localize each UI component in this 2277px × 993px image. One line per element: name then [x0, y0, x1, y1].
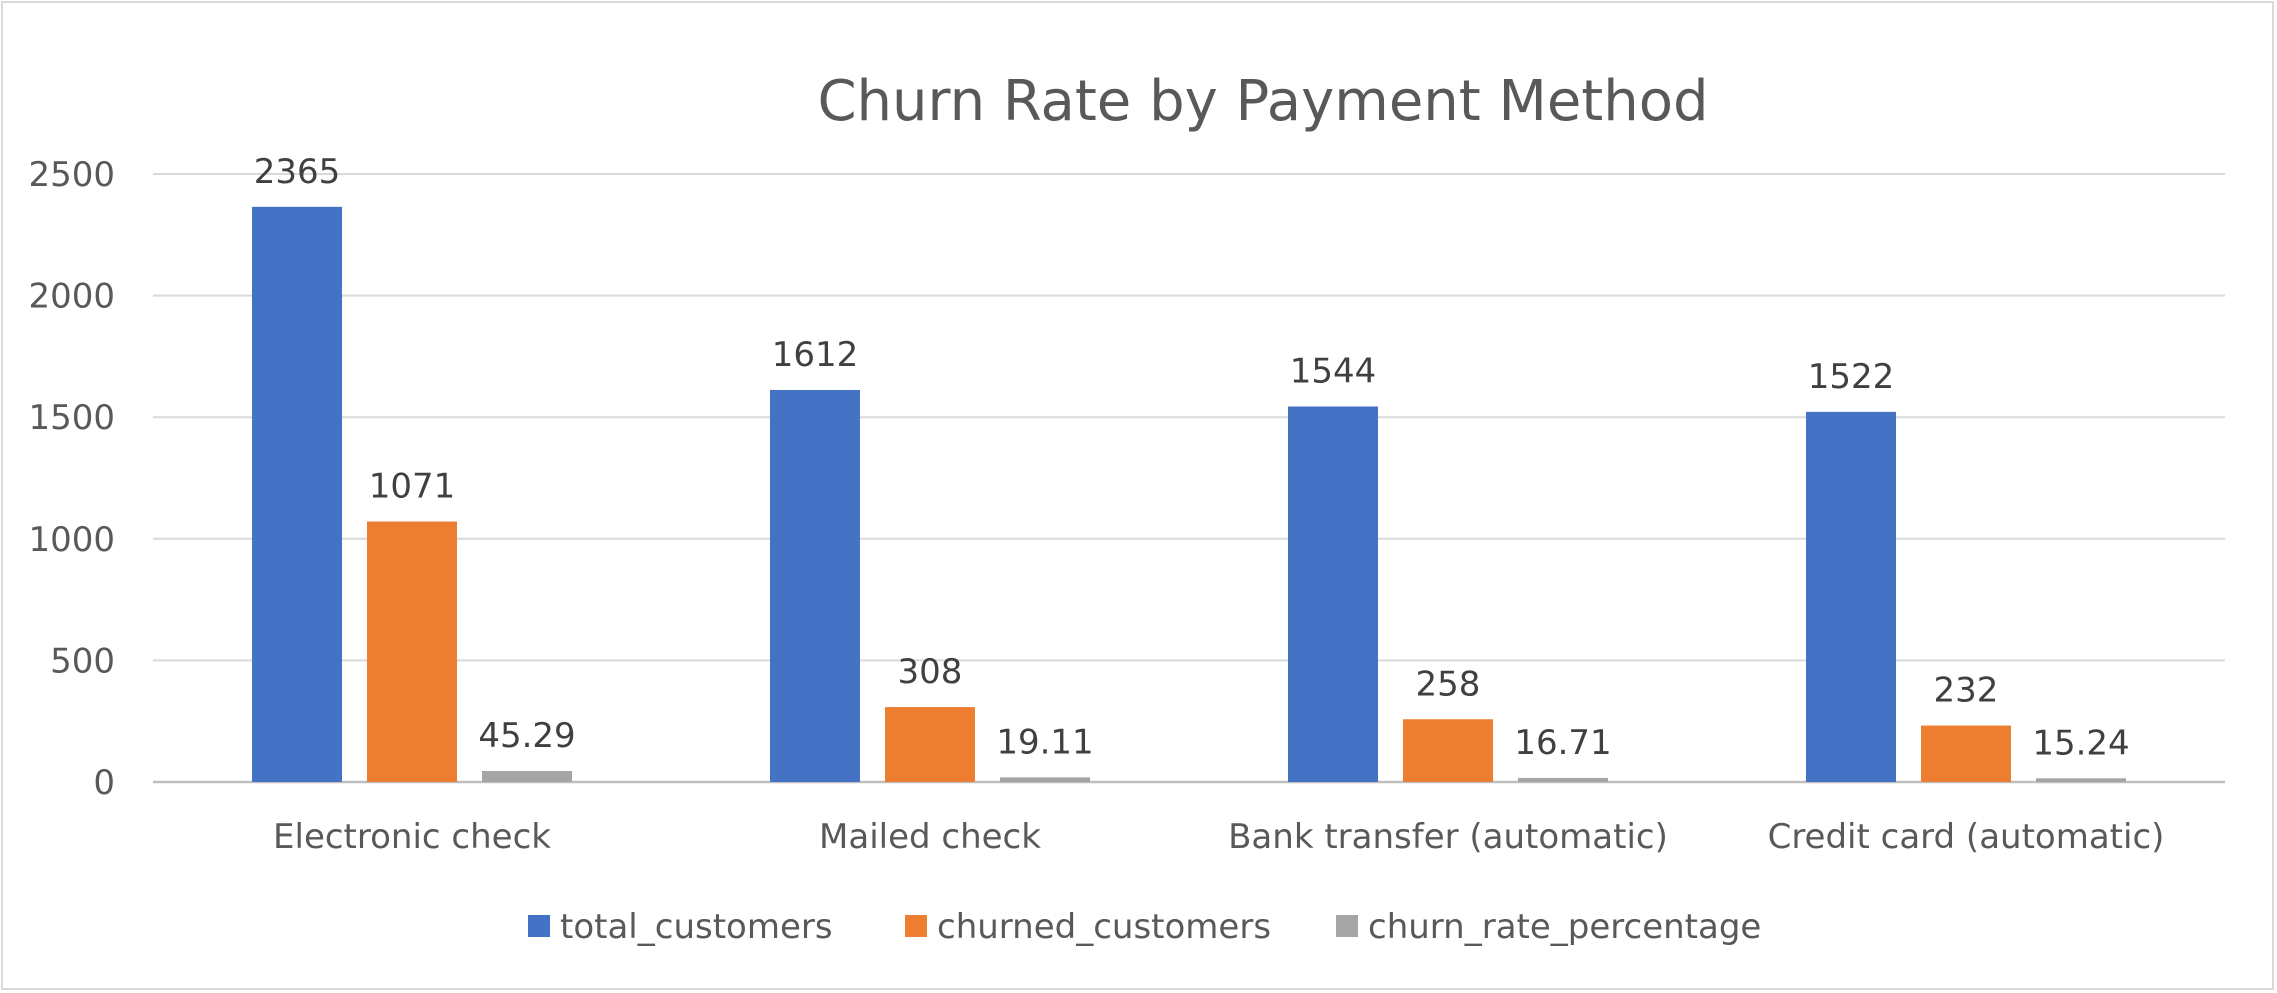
legend-label: churn_rate_percentage [1368, 907, 1761, 947]
x-tick-label: Mailed check [819, 817, 1041, 857]
legend-item-churned-customers: churned_customers [905, 907, 1271, 947]
y-tick-label: 500 [50, 641, 115, 681]
x-tick-label: Credit card (automatic) [1768, 817, 2165, 857]
legend-swatch [1336, 915, 1358, 937]
legend-label: total_customers [560, 907, 833, 947]
bar-churn-rate-percentage [2036, 778, 2126, 782]
bar-total-customers [1288, 406, 1378, 782]
data-label: 45.29 [478, 716, 575, 756]
bar-churned-customers [885, 707, 975, 782]
data-label: 19.11 [996, 722, 1093, 762]
bar-churned-customers [1921, 725, 2011, 782]
legend: total_customers churned_customers churn_ra… [528, 907, 1761, 947]
y-tick-label: 1000 [28, 520, 115, 560]
legend-label: churned_customers [937, 907, 1271, 947]
x-tick-label: Bank transfer (automatic) [1228, 817, 1668, 857]
data-label: 258 [1416, 664, 1481, 704]
chart-title: Churn Rate by Payment Method [817, 69, 1708, 134]
x-tick-label: Electronic check [273, 817, 551, 857]
bar-churn-rate-percentage [482, 770, 572, 782]
bar-total-customers [1806, 411, 1896, 782]
legend-swatch [905, 915, 927, 937]
data-label: 1612 [772, 335, 859, 375]
x-axis-ticks: Electronic check Mailed check Bank transfe… [273, 817, 2164, 857]
bar-churned-customers [367, 521, 457, 782]
y-tick-label: 0 [93, 763, 115, 803]
data-label: 232 [1934, 671, 1999, 711]
data-label: 308 [898, 652, 963, 692]
y-tick-label: 1500 [28, 398, 115, 438]
data-label: 16.71 [1514, 723, 1611, 763]
bars [252, 206, 2126, 782]
data-labels: 2365 1071 45.29 1612 308 19.11 1544 258 16.71 152… [254, 152, 2130, 763]
bar-churn-rate-percentage [1000, 777, 1090, 782]
gridlines [153, 173, 2225, 784]
data-label: 15.24 [2032, 723, 2129, 763]
data-label: 1522 [1808, 357, 1895, 397]
y-tick-label: 2500 [28, 155, 115, 195]
legend-item-total-customers: total_customers [528, 907, 833, 947]
data-label: 1544 [1290, 351, 1377, 391]
legend-item-churn-rate-percentage: churn_rate_percentage [1336, 907, 1761, 947]
legend-swatch [528, 915, 550, 937]
data-label: 1071 [369, 467, 456, 507]
data-label: 2365 [254, 152, 341, 192]
y-axis-ticks: 0 500 1000 1500 2000 2500 [28, 155, 115, 803]
bar-total-customers [770, 389, 860, 782]
bar-chart: Churn Rate by Payment Method 0 500 1000 150… [28, 69, 2225, 947]
y-tick-label: 2000 [28, 277, 115, 317]
bar-churn-rate-percentage [1518, 777, 1608, 782]
bar-total-customers [252, 206, 342, 782]
bar-churned-customers [1403, 719, 1493, 782]
